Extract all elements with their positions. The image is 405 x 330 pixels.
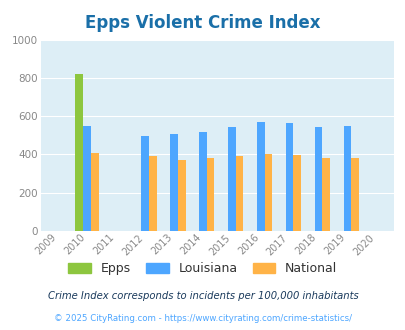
Bar — [351, 158, 358, 231]
Bar — [227, 127, 235, 231]
Bar — [169, 134, 177, 231]
Bar — [148, 156, 156, 231]
Bar — [285, 123, 293, 231]
Bar — [256, 122, 264, 231]
Bar — [91, 153, 98, 231]
Bar — [206, 158, 214, 231]
Bar — [83, 126, 91, 231]
Text: © 2025 CityRating.com - https://www.cityrating.com/crime-statistics/: © 2025 CityRating.com - https://www.city… — [54, 314, 351, 323]
Legend: Epps, Louisiana, National: Epps, Louisiana, National — [63, 257, 342, 280]
Bar — [75, 74, 83, 231]
Bar — [235, 156, 243, 231]
Bar — [264, 154, 272, 231]
Bar — [314, 127, 322, 231]
Text: Epps Violent Crime Index: Epps Violent Crime Index — [85, 14, 320, 32]
Bar — [177, 160, 185, 231]
Bar — [198, 132, 206, 231]
Text: Crime Index corresponds to incidents per 100,000 inhabitants: Crime Index corresponds to incidents per… — [47, 291, 358, 301]
Bar — [293, 155, 301, 231]
Bar — [141, 136, 148, 231]
Bar — [343, 126, 351, 231]
Bar — [322, 158, 329, 231]
